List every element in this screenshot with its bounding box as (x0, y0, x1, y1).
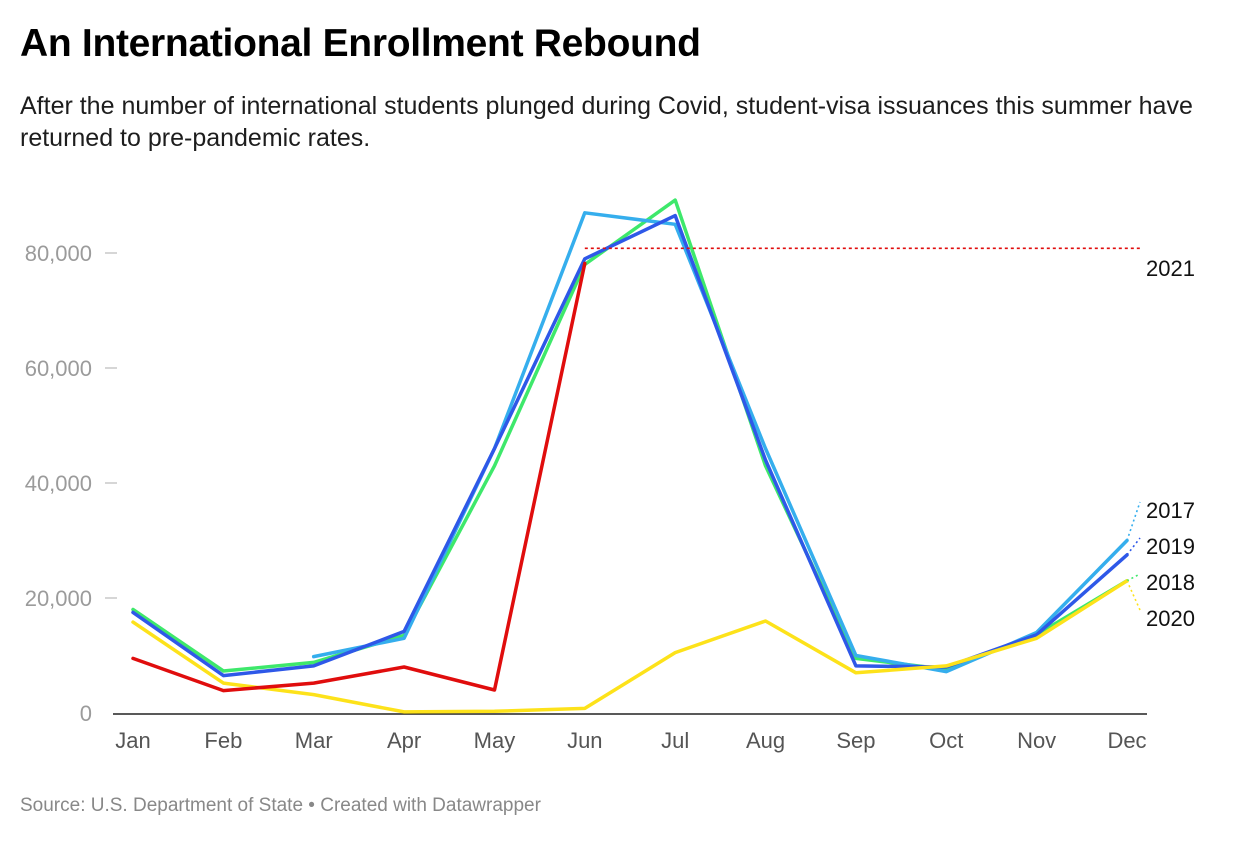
y-tick-label: 40,000 (25, 471, 92, 496)
series-label-2018: 2018 (1146, 570, 1195, 595)
series-label-2019: 2019 (1146, 534, 1195, 559)
x-tick-label: Feb (204, 728, 242, 753)
series-label-2021: 2021 (1146, 256, 1195, 281)
series-line-2020 (131, 579, 1129, 714)
x-tick-label: Jun (567, 728, 602, 753)
series-labels: 2018 2017 2019 2020 2021 (584, 247, 1195, 631)
series-group (131, 198, 1129, 714)
y-axis: 0 20,000 40,000 60,000 80,000 (25, 241, 117, 726)
x-tick-label: Aug (746, 728, 785, 753)
x-tick-label: Apr (387, 728, 421, 753)
y-tick-label: 0 (80, 701, 92, 726)
series-line-2018 (131, 198, 1129, 673)
y-tick-label: 20,000 (25, 586, 92, 611)
x-tick-label: Jan (115, 728, 150, 753)
series-line-2017 (311, 211, 1129, 674)
chart-subtitle: After the number of international studen… (20, 92, 1193, 152)
chart-title: An International Enrollment Rebound (20, 22, 701, 65)
x-tick-label: Sep (836, 728, 875, 753)
series-connector-2020 (1126, 580, 1141, 611)
series-connector-2017 (1126, 501, 1141, 541)
source-note: Source: U.S. Department of State • Creat… (20, 795, 541, 816)
x-tick-label: Jul (661, 728, 689, 753)
series-line-2021 (131, 261, 587, 693)
y-tick-label: 80,000 (25, 241, 92, 266)
series-connector-2018 (1126, 573, 1141, 582)
series-line-2019 (131, 213, 1129, 678)
x-tick-label: Dec (1107, 728, 1146, 753)
y-tick-label: 60,000 (25, 356, 92, 381)
series-label-2017: 2017 (1146, 498, 1195, 523)
x-tick-label: Oct (929, 728, 963, 753)
x-tick-label: May (474, 728, 516, 753)
series-label-2020: 2020 (1146, 606, 1195, 631)
series-connector-2019 (1126, 537, 1141, 556)
x-axis: Jan Feb Mar Apr May Jun Jul Aug Sep Oct Nov Dec (113, 713, 1147, 753)
x-tick-label: Nov (1017, 728, 1056, 753)
x-tick-label: Mar (295, 728, 333, 753)
